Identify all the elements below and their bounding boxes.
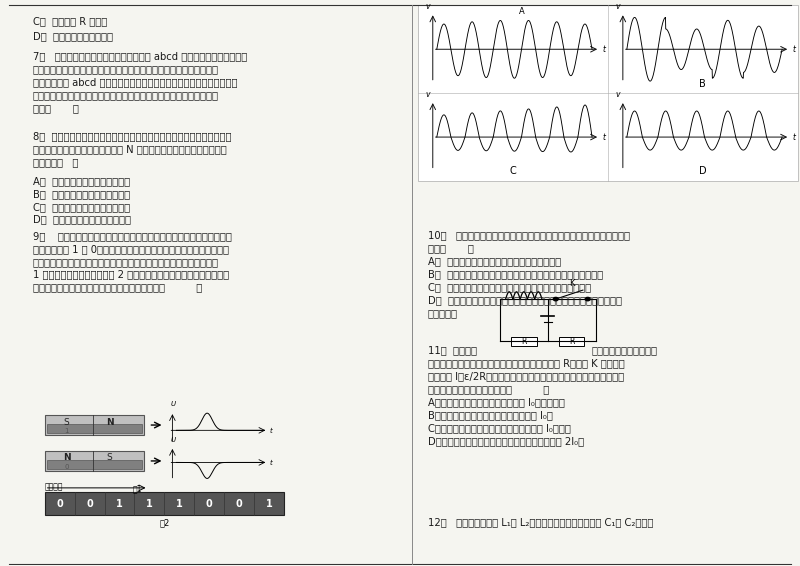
Bar [559, 337, 585, 346]
Text: D．  同时向右运动，两环间距变小: D． 同时向右运动，两环间距变小 [33, 215, 130, 225]
Text: 所表示的方式随时间变化时，导体圆环将受到向上的磁场作用力而可能: 所表示的方式随时间变化时，导体圆环将受到向上的磁场作用力而可能 [33, 90, 218, 100]
Text: 表了二进制数 1 或 0，用以储存信息。刷卡时，当磁条以某一速度拉过: 表了二进制数 1 或 0，用以储存信息。刷卡时，当磁条以某一速度拉过 [33, 244, 229, 254]
Text: 1: 1 [266, 499, 273, 509]
Text: 刷卡方向: 刷卡方向 [45, 482, 63, 491]
Text: 10．   在日光灯电路中接有启动器、镇流器和日光灯管，下列说法中正确: 10． 在日光灯电路中接有启动器、镇流器和日光灯管，下列说法中正确 [428, 230, 630, 241]
Text: v: v [426, 90, 430, 99]
Text: 7．   如图所示，竖直放置的螺线管与导线 abcd 构成回路，导线所围区域: 7． 如图所示，竖直放置的螺线管与导线 abcd 构成回路，导线所围区域 [33, 52, 247, 61]
Text: 动势产生，这个自感电动势：（          ）: 动势产生，这个自感电动势：（ ） [428, 384, 550, 394]
Text: S: S [106, 453, 112, 462]
Text: 和电池的内电阻可以忽略，两个电阻器的电阻都是 R，电键 K 原来打开: 和电池的内电阻可以忽略，两个电阻器的电阻都是 R，电键 K 原来打开 [428, 358, 625, 368]
Bar [45, 492, 284, 515]
Text: t: t [270, 428, 273, 434]
Text: C．  只能减少 R 的阻值: C． 只能减少 R 的阻值 [33, 16, 107, 27]
Text: 图1: 图1 [133, 484, 142, 493]
Text: 动情况是（   ）: 动情况是（ ） [33, 157, 78, 168]
Text: N: N [106, 418, 114, 427]
Text: K: K [569, 279, 574, 288]
Text: 的是（       ）: 的是（ ） [428, 243, 474, 253]
Text: A、有阻碍电流的作用，最后电流由 I₀减小为零；: A、有阻碍电流的作用，最后电流由 I₀减小为零； [428, 397, 565, 407]
Text: 原来处于静止状态。当条形磁铁的 N 极自右向左插入圆环时，两环的运: 原来处于静止状态。当条形磁铁的 N 极自右向左插入圆环时，两环的运 [33, 144, 226, 155]
Text: D．  日光灯点亮后，使镇流器短路，日光仍灯能正常发光，并能降低对: D． 日光灯点亮后，使镇流器短路，日光仍灯能正常发光，并能降低对 [428, 295, 622, 305]
Circle shape [586, 297, 590, 301]
Text: A．  日光灯点燃后，镇流器、启动器都不起作用: A． 日光灯点燃后，镇流器、启动器都不起作用 [428, 256, 561, 266]
Bar [45, 415, 145, 435]
Bar [47, 424, 142, 434]
Text: 11．  如图所示: 11． 如图所示 [428, 345, 477, 355]
Text: C．  同时向右运动，两环间距变大: C． 同时向右运动，两环间距变大 [33, 201, 130, 212]
Bar [511, 337, 537, 346]
Text: 1 所示）。当信用卡磁条按图 2 所示方向以该速度拉过阅读检测头时，: 1 所示）。当信用卡磁条按图 2 所示方向以该速度拉过阅读检测头时， [33, 269, 229, 280]
Text: 上升（       ）: 上升（ ） [33, 103, 78, 113]
Text: 图2: 图2 [159, 518, 170, 527]
Text: 在线圈中产生的电压随时间的变化关系正确的是（          ）: 在线圈中产生的电压随时间的变化关系正确的是（ ） [33, 282, 202, 293]
Text: 1: 1 [176, 499, 182, 509]
Text: 体圆环，导线 abcd 所围区域内磁场的磁感应强度按图乙所示中哪一图线: 体圆环，导线 abcd 所围区域内磁场的磁感应强度按图乙所示中哪一图线 [33, 77, 237, 87]
Circle shape [554, 297, 558, 301]
Text: N: N [62, 453, 70, 462]
Text: 12．   两个相同的灯泡 L₁和 L₂，分别与两个相同的电容器 C₁和 C₂连接，: 12． 两个相同的灯泡 L₁和 L₂，分别与两个相同的电容器 C₁和 C₂连接， [428, 518, 654, 528]
Text: B、有阻碍电流的作用，最后电流总小于 I₀；: B、有阻碍电流的作用，最后电流总小于 I₀； [428, 410, 553, 420]
Text: 8．  如图所示，两轻质闭合金属圆环，穿挂在一根光滑水平绝缘直杆上，: 8． 如图所示，两轻质闭合金属圆环，穿挂在一根光滑水平绝缘直杆上， [33, 132, 231, 142]
Text: A: A [519, 7, 525, 16]
Text: t: t [793, 45, 795, 54]
Text: v: v [616, 90, 621, 99]
Text: D: D [699, 166, 706, 177]
Text: C．  日光灯点亮后，启动器不再起作用，可以将启动器去掉: C． 日光灯点亮后，启动器不再起作用，可以将启动器去掉 [428, 282, 591, 292]
Text: 1: 1 [146, 499, 153, 509]
Text: C: C [510, 166, 516, 177]
Text: R: R [521, 337, 526, 346]
Text: v: v [616, 2, 621, 11]
Text: t: t [602, 45, 606, 54]
Text: t: t [270, 460, 273, 466]
Text: 内有一垂直纸面向里的变化的匀强磁场，螺线管下方水平桌面上有一导: 内有一垂直纸面向里的变化的匀强磁场，螺线管下方水平桌面上有一导 [33, 65, 218, 74]
Text: 电能的消耗: 电能的消耗 [428, 308, 458, 318]
Text: B．  同时向左运动，两环间距变小: B． 同时向左运动，两环间距变小 [33, 189, 130, 199]
Text: 0: 0 [86, 499, 93, 509]
Bar [45, 451, 145, 471]
Text: D．  只能减少原线圈的匝数: D． 只能减少原线圈的匝数 [33, 31, 113, 41]
Text: 着，电流 I＝ε/2R，今合下电键，将一电阻短路，于是线圈中有自感电: 着，电流 I＝ε/2R，今合下电键，将一电阻短路，于是线圈中有自感电 [428, 371, 624, 381]
Text: 0: 0 [206, 499, 213, 509]
Text: B．  镇流器在点燃灯管时产生瞬时高压，点燃后起降压限流作用: B． 镇流器在点燃灯管时产生瞬时高压，点燃后起降压限流作用 [428, 269, 603, 279]
Text: S: S [64, 418, 70, 427]
Text: A．  同时向左运动，两环间距变大: A． 同时向左运动，两环间距变大 [33, 176, 130, 186]
Text: t: t [602, 132, 606, 142]
Text: 信用卡阅读器的检测头时，在检测头的线圈中会产生变化的电压（如图: 信用卡阅读器的检测头时，在检测头的线圈中会产生变化的电压（如图 [33, 257, 218, 267]
Text: D、有阻碍电流增大的作用，但电流还是要增大到 2I₀。: D、有阻碍电流增大的作用，但电流还是要增大到 2I₀。 [428, 436, 584, 445]
Text: 1: 1 [116, 499, 123, 509]
Bar [418, 5, 798, 181]
Text: B: B [699, 79, 706, 89]
Text: 0: 0 [64, 464, 69, 470]
Text: R: R [569, 337, 574, 346]
Text: 0: 0 [236, 499, 242, 509]
Text: 1: 1 [64, 428, 69, 434]
Text: 的电路，多匝线圈的电阻: 的电路，多匝线圈的电阻 [592, 345, 658, 355]
Text: 9．    信用卡的磁条中有一个个连续的相反极性的磁化区，每个磁化区代: 9． 信用卡的磁条中有一个个连续的相反极性的磁化区，每个磁化区代 [33, 231, 231, 241]
Text: C、有阻碍电流增大的作用，因而电流保持 I₀不变；: C、有阻碍电流增大的作用，因而电流保持 I₀不变； [428, 423, 571, 433]
Text: t: t [793, 132, 795, 142]
Bar [47, 460, 142, 469]
Text: U: U [170, 401, 176, 407]
Text: 0: 0 [56, 499, 63, 509]
Text: v: v [426, 2, 430, 11]
Text: U: U [170, 437, 176, 443]
